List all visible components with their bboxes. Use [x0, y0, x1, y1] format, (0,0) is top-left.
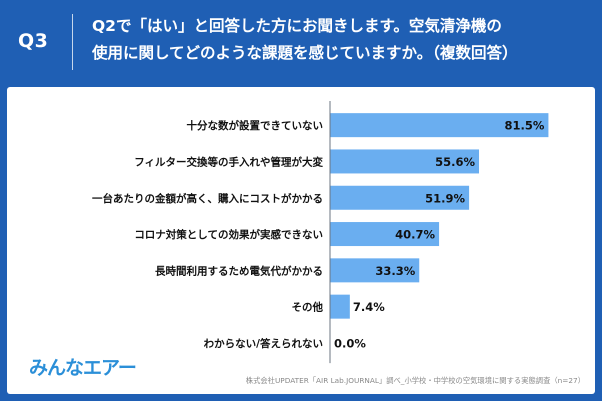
source-note: 株式会社UPDATER「AIR Lab.JOURNAL」調べ_小学校・中学校の空…	[245, 376, 585, 385]
value-label: 81.5%	[505, 119, 545, 133]
brand-logo: みんなエアー	[29, 357, 137, 379]
bar	[330, 222, 440, 247]
category-label: その他	[292, 301, 324, 314]
value-label: 51.9%	[425, 191, 465, 205]
question-text: Q2で「はい」と回答した方にお聞きします。空気清浄機の 使用に関してどのような課…	[92, 13, 592, 67]
question-line-2: 使用に関してどのような課題を感じていますか。（複数回答）	[92, 44, 518, 62]
category-label: 一台あたりの金額が高く、購入にコストがかかる	[92, 192, 323, 205]
header-divider	[72, 14, 73, 70]
bar	[330, 149, 480, 174]
value-label: 0.0%	[334, 336, 366, 350]
value-label: 55.6%	[435, 155, 475, 169]
category-label: 十分な数が設置できていない	[187, 119, 324, 132]
question-header: Q3 Q2で「はい」と回答した方にお聞きします。空気清浄機の 使用に関してどのよ…	[0, 0, 602, 82]
category-label: フィルター交換等の手入れや管理が大変	[134, 155, 323, 168]
value-label: 40.7%	[395, 228, 435, 242]
question-line-1: Q2で「はい」と回答した方にお聞きします。空気清浄機の	[92, 17, 502, 35]
bar	[330, 113, 549, 138]
bar-chart: 十分な数が設置できていない 81.5% フィルター交換等の手入れや管理が大変 55.6…	[92, 101, 549, 364]
bar	[330, 258, 420, 283]
category-label: コロナ対策としての効果が実感できない	[134, 228, 323, 241]
question-number: Q3	[18, 30, 49, 52]
chart-panel: 十分な数が設置できていない 81.5% フィルター交換等の手入れや管理が大変 55.6…	[7, 87, 595, 394]
value-label: 7.4%	[353, 300, 385, 314]
category-label: わからない/答えられない	[204, 337, 323, 350]
bar	[330, 185, 470, 210]
category-label: 長時間利用するため電気代がかかる	[155, 264, 323, 277]
value-label: 33.3%	[375, 264, 415, 278]
bar	[330, 294, 350, 319]
